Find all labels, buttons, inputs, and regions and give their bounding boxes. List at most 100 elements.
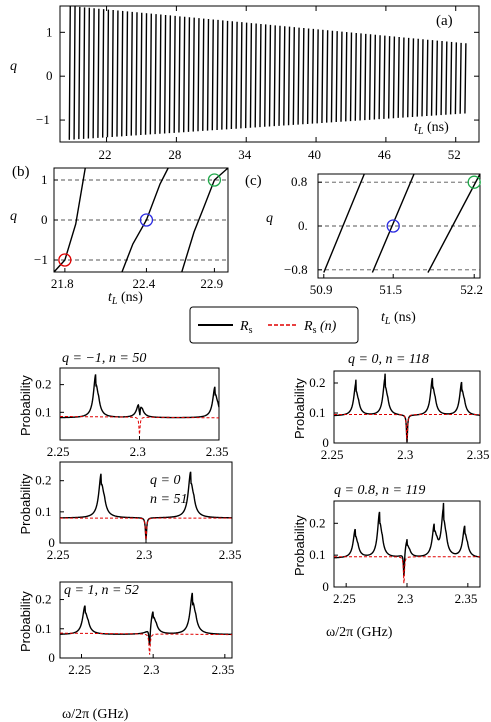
panel-c-xlabel: tL (ns): [381, 310, 416, 327]
panel-title: q = 0: [150, 473, 180, 488]
x-tick-label: 2.35: [206, 444, 229, 459]
x-tick-label: 46: [378, 147, 392, 162]
y-tick-label: 0.2: [35, 377, 51, 392]
sawtooth-line: [68, 5, 467, 140]
x-tick-label: 22.4: [132, 276, 155, 291]
x-tick-label: 2.35: [212, 662, 235, 677]
marker-circle: [386, 219, 400, 233]
y-axis-label: Probability: [292, 378, 307, 439]
legend-rs-label: Rs: [239, 319, 253, 336]
y-tick-label: −1: [34, 252, 48, 267]
x-tick-label: 2.35: [455, 591, 478, 606]
y-tick-label: 1: [41, 172, 48, 187]
panel-a-ylabel: q: [10, 59, 17, 74]
bottom-left-xlabel: ω/2π (GHz): [62, 707, 129, 722]
y-tick-label: 0: [322, 579, 329, 594]
x-tick-label: 51.5: [379, 282, 402, 297]
rs-curve: [59, 592, 232, 646]
legend-rsn-label: Rs (n): [303, 319, 337, 336]
q-branch-3: [427, 173, 481, 273]
x-tick-label: 28: [168, 147, 181, 162]
y-tick-label: 0: [322, 435, 329, 450]
q-branch-1: [323, 173, 365, 273]
marker-circle: [467, 175, 481, 189]
y-axis-label: Probability: [18, 375, 33, 436]
panel-b-xlabel-sub: L: [111, 296, 118, 307]
panel-c-ylabel: q: [266, 211, 273, 226]
panel-title-line2: n = 51: [150, 492, 187, 507]
plot-frame: [59, 367, 220, 441]
panel-c-plot: 50.9 51.5 52.2 −0.8 0. 0.8: [284, 173, 483, 297]
rs-curve: [333, 502, 481, 576]
panel-a-ticks: 22 28 34 40 46 52 −1 0 1: [36, 6, 479, 162]
legend-rsn-R: R: [303, 319, 313, 334]
rsn-curve: [334, 556, 480, 584]
plot-frame: [59, 581, 233, 659]
y-tick-label: −1: [36, 112, 50, 127]
panel-b: (b) 21.8 22.4 22.9 −1 0 1 q tL (ns): [10, 164, 229, 307]
y-tick-label: 0.2: [309, 515, 325, 530]
x-tick-label: 2.3: [136, 547, 152, 562]
rsn-curve: [59, 415, 220, 435]
y-tick-label: 0.1: [35, 404, 51, 419]
panel-title: q = −1, n = 50: [62, 351, 146, 366]
rsn-curve: [60, 517, 232, 540]
legend: Rs Rs (n): [189, 306, 359, 344]
x-tick-label: 50.9: [310, 282, 333, 297]
x-tick-label: 2.35: [467, 447, 490, 462]
y-tick-label: −0.8: [284, 262, 308, 277]
panel-a-xlabel-sub: L: [417, 126, 424, 137]
x-tick-label: 2.3: [143, 662, 159, 677]
legend-rs-R: R: [239, 319, 249, 334]
panel-a-frame: [59, 5, 480, 143]
panel-a-xlabel-unit: (ns): [423, 120, 449, 135]
panel-a-label: (a): [436, 13, 453, 29]
marker-circle: [139, 213, 154, 227]
panel-title: q = 0.8, n = 119: [334, 483, 425, 498]
bottom-right-xlabel: ω/2π (GHz): [326, 625, 393, 640]
panel-c-label: (c): [245, 173, 262, 189]
x-tick-label: 2.25: [47, 444, 70, 459]
legend-rsn-sub: s: [313, 325, 317, 336]
x-tick-label: 2.25: [333, 591, 356, 606]
x-tick-label: 22.9: [200, 276, 223, 291]
y-tick-label: 0.2: [35, 592, 51, 607]
rs-curve: [60, 471, 233, 540]
y-axis-label: Probability: [18, 591, 33, 652]
y-tick-label: 0.1: [35, 504, 51, 519]
y-tick-label: 1: [46, 24, 53, 39]
x-tick-label: 2.3: [130, 444, 146, 459]
legend-rs-sub: s: [249, 325, 253, 336]
panel-title: q = 0, n = 118: [348, 352, 429, 367]
y-tick-label: 0.2: [35, 473, 51, 488]
x-tick-label: 52.2: [460, 282, 483, 297]
rsn-curve: [334, 414, 480, 444]
rs-curve: [333, 373, 481, 443]
panel-c: (c) 50.9 51.5 52.2 −0.8 0. 0.8 q tL (ns): [245, 173, 483, 327]
rs-curve: [59, 374, 220, 419]
y-axis-label: Probability: [18, 473, 33, 534]
panel-c-xlabel-unit: (ns): [390, 310, 416, 325]
panel-b-ylabel: q: [10, 209, 17, 224]
y-tick-label: 0.1: [309, 547, 325, 562]
y-tick-label: 0.1: [309, 405, 325, 420]
x-tick-label: 2.3: [397, 447, 413, 462]
panel-b-plot: 21.8 22.4 22.9 −1 0 1: [34, 167, 229, 291]
panel-c-xlabel-t: t: [381, 310, 386, 325]
y-tick-label: 0: [41, 212, 48, 227]
marker-circle: [58, 253, 72, 267]
panel-b-xlabel-unit: (ns): [117, 290, 143, 305]
rsn-curve: [60, 632, 233, 655]
x-tick-label: 22: [99, 147, 112, 162]
x-tick-label: 34: [238, 147, 252, 162]
x-tick-label: 2.25: [68, 662, 91, 677]
x-tick-label: 21.8: [51, 276, 74, 291]
panel-a-sawtooth: [68, 5, 467, 140]
panel-b-xlabel: tL (ns): [108, 290, 143, 307]
legend-rsn-suffix: (n): [316, 319, 336, 334]
